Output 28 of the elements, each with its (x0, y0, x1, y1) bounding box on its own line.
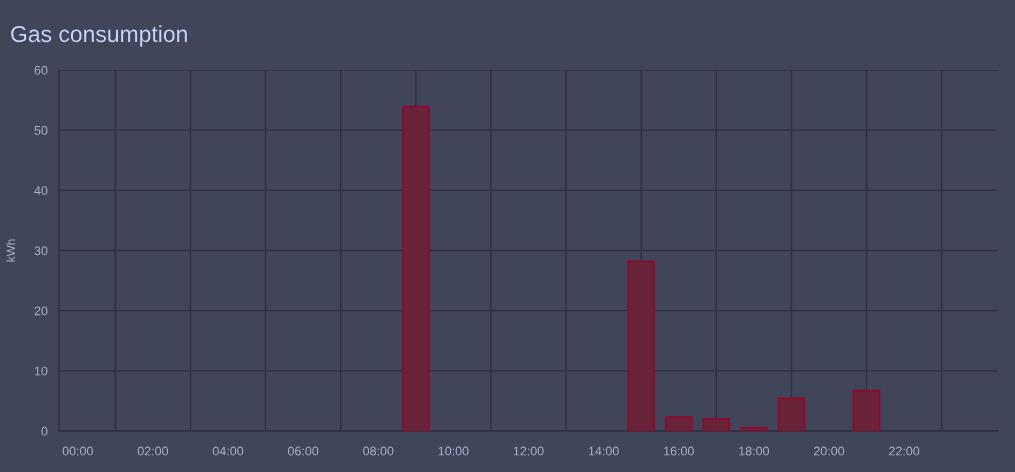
bar (627, 260, 656, 431)
y-axis-title: kWh (6, 239, 15, 262)
bar (852, 389, 881, 431)
x-tick-label: 18:00 (739, 446, 770, 456)
x-tick-label: 20:00 (813, 446, 845, 456)
chart-title: Gas consumption (11, 25, 187, 47)
y-tick-label: 0 (41, 426, 48, 436)
y-tick-label: 10 (34, 366, 48, 376)
x-tick-label: 08:00 (363, 446, 394, 456)
bar (739, 427, 768, 431)
x-tick-label: 16:00 (664, 446, 694, 456)
x-tick-label: 04:00 (212, 446, 244, 456)
y-tick-label: 20 (34, 306, 48, 316)
x-tick-label: 14:00 (588, 446, 619, 456)
y-tick-label: 40 (34, 186, 48, 195)
x-tick-label: 02:00 (137, 446, 169, 456)
bar (401, 105, 430, 431)
x-tick-label: 22:00 (889, 446, 920, 456)
x-tick-label: 06:00 (287, 446, 319, 456)
x-tick-label: 12:00 (513, 446, 544, 456)
y-tick-label: 50 (34, 125, 48, 135)
x-tick-label: 10:00 (438, 446, 469, 456)
bar (777, 397, 806, 431)
bar (702, 418, 731, 431)
y-tick-label: 60 (34, 65, 48, 75)
y-tick-label: 30 (34, 246, 48, 256)
x-tick-label: 00:00 (62, 446, 93, 456)
bar (664, 416, 693, 431)
